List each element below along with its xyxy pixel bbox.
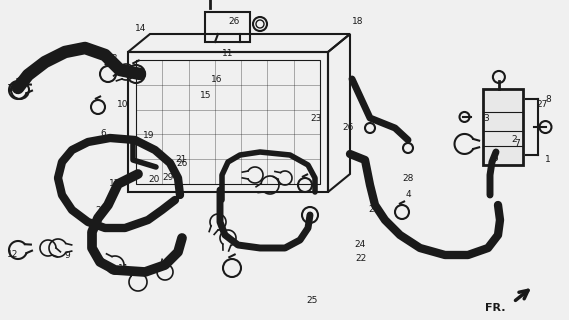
Text: 2: 2 bbox=[511, 135, 517, 144]
Text: 18: 18 bbox=[352, 17, 363, 26]
Text: 27: 27 bbox=[536, 100, 547, 109]
Text: 4: 4 bbox=[406, 190, 411, 199]
Text: 28: 28 bbox=[369, 205, 380, 214]
Text: 1: 1 bbox=[545, 156, 551, 164]
Text: 11: 11 bbox=[222, 49, 233, 58]
Text: 24: 24 bbox=[354, 240, 365, 249]
Text: 26: 26 bbox=[229, 17, 240, 26]
Text: 12: 12 bbox=[7, 84, 18, 93]
Text: 26: 26 bbox=[176, 159, 188, 168]
Text: 13: 13 bbox=[107, 54, 118, 63]
Text: 7: 7 bbox=[514, 140, 519, 148]
Text: 26: 26 bbox=[343, 123, 354, 132]
Text: 12: 12 bbox=[7, 250, 18, 259]
Text: 25: 25 bbox=[306, 296, 318, 305]
Text: 8: 8 bbox=[545, 95, 551, 104]
Bar bbox=[205, 12, 250, 42]
Text: 3: 3 bbox=[484, 114, 489, 123]
Circle shape bbox=[307, 212, 313, 218]
Text: 29: 29 bbox=[162, 173, 174, 182]
Text: 16: 16 bbox=[211, 75, 222, 84]
Text: 22: 22 bbox=[356, 254, 367, 263]
Text: 28: 28 bbox=[403, 174, 414, 183]
Text: 14: 14 bbox=[135, 24, 147, 33]
Text: 9: 9 bbox=[64, 252, 70, 260]
Text: 26: 26 bbox=[96, 206, 107, 215]
Text: 10: 10 bbox=[117, 100, 128, 109]
Text: 11: 11 bbox=[118, 264, 130, 273]
Text: 6: 6 bbox=[101, 129, 106, 138]
Bar bbox=[136, 60, 320, 184]
Text: 20: 20 bbox=[148, 175, 159, 184]
Text: 23: 23 bbox=[310, 114, 321, 123]
Bar bbox=[128, 52, 328, 192]
Text: FR.: FR. bbox=[485, 303, 505, 313]
Text: 5: 5 bbox=[492, 154, 498, 163]
Text: 21: 21 bbox=[175, 156, 187, 164]
Text: 17: 17 bbox=[109, 179, 121, 188]
Text: 19: 19 bbox=[143, 131, 155, 140]
Text: 15: 15 bbox=[200, 91, 212, 100]
Bar bbox=[483, 89, 523, 165]
